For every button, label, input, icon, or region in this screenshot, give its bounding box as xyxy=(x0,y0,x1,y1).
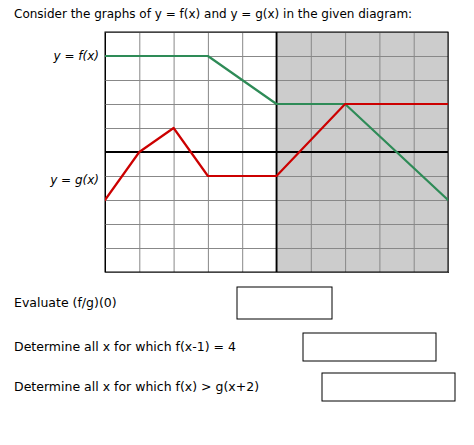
chart: Consider the graphs of y = f(x) and y = … xyxy=(0,0,474,445)
series-label: y = g(x) xyxy=(49,173,99,187)
question: Evaluate (f/g)(0) xyxy=(14,295,117,310)
series-label: y = f(x) xyxy=(53,49,99,63)
series-line xyxy=(105,56,448,200)
title: Consider the graphs of y = f(x) and y = … xyxy=(14,7,412,21)
question: Determine all x for which f(x) > g(x+2) xyxy=(14,379,259,394)
x-grid-line xyxy=(277,32,278,272)
question: Determine all x for which f(x-1) = 4 xyxy=(14,339,236,354)
lines xyxy=(105,56,448,200)
y-coordinate-axis xyxy=(276,32,278,272)
series-line xyxy=(105,104,448,200)
answer-box[interactable] xyxy=(322,373,455,401)
answer-box[interactable] xyxy=(237,287,332,319)
answer-box[interactable] xyxy=(303,333,436,361)
y-axis xyxy=(105,33,448,273)
x-axis-line xyxy=(106,32,449,273)
plot-frame xyxy=(105,32,448,272)
x-tick xyxy=(277,32,278,272)
x-axis xyxy=(106,32,449,273)
y-axis-line xyxy=(106,33,449,273)
